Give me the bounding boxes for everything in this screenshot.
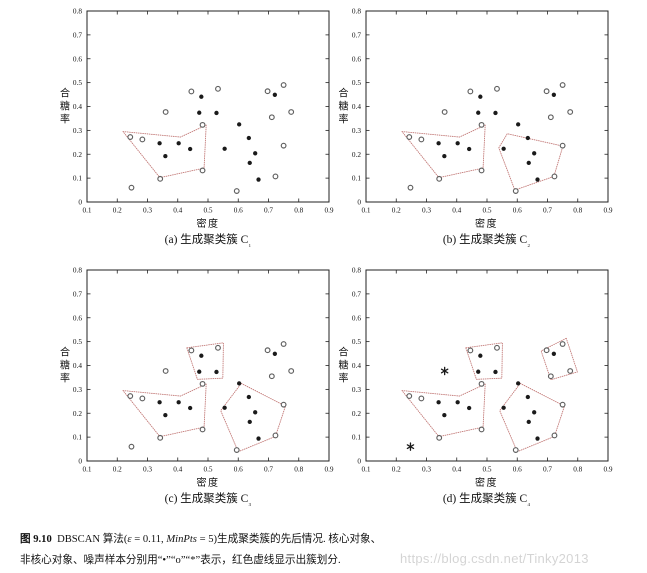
svg-text:0.5: 0.5 xyxy=(351,78,360,87)
svg-text:0.4: 0.4 xyxy=(452,465,461,474)
svg-text:0.1: 0.1 xyxy=(73,433,82,442)
svg-text:0.8: 0.8 xyxy=(73,7,82,16)
svg-text:0.5: 0.5 xyxy=(203,206,212,215)
svg-text:0.7: 0.7 xyxy=(351,30,360,39)
svg-text:0.1: 0.1 xyxy=(361,206,370,215)
svg-text:0.7: 0.7 xyxy=(542,465,551,474)
svg-text:0.2: 0.2 xyxy=(391,206,400,215)
svg-text:0.2: 0.2 xyxy=(73,150,82,159)
svg-text:0.3: 0.3 xyxy=(143,206,152,215)
svg-text:0.3: 0.3 xyxy=(351,385,360,394)
svg-text:0: 0 xyxy=(78,457,82,466)
svg-text:0: 0 xyxy=(357,198,361,207)
svg-text:0.7: 0.7 xyxy=(542,206,551,215)
svg-text:0: 0 xyxy=(357,457,361,466)
svg-text:0.4: 0.4 xyxy=(351,361,360,370)
svg-text:0.4: 0.4 xyxy=(173,206,182,215)
svg-text:0.6: 0.6 xyxy=(234,206,243,215)
svg-text:0.2: 0.2 xyxy=(113,206,122,215)
svg-text:0.2: 0.2 xyxy=(351,409,360,418)
svg-text:0.8: 0.8 xyxy=(351,266,360,275)
svg-text:0.7: 0.7 xyxy=(264,206,273,215)
svg-text:0.3: 0.3 xyxy=(73,126,82,135)
svg-text:0.8: 0.8 xyxy=(294,465,303,474)
svg-text:0.6: 0.6 xyxy=(512,465,521,474)
svg-text:0: 0 xyxy=(78,198,82,207)
svg-text:0.1: 0.1 xyxy=(73,174,82,183)
svg-text:0.6: 0.6 xyxy=(73,54,82,63)
svg-text:0.1: 0.1 xyxy=(351,433,360,442)
svg-text:0.6: 0.6 xyxy=(234,465,243,474)
svg-text:0.6: 0.6 xyxy=(351,54,360,63)
svg-text:0.7: 0.7 xyxy=(73,30,82,39)
svg-text:0.3: 0.3 xyxy=(351,126,360,135)
svg-text:0.9: 0.9 xyxy=(603,206,612,215)
svg-text:0.5: 0.5 xyxy=(203,465,212,474)
svg-text:0.3: 0.3 xyxy=(421,465,430,474)
svg-text:0.5: 0.5 xyxy=(482,206,491,215)
svg-text:0.4: 0.4 xyxy=(452,206,461,215)
svg-text:0.7: 0.7 xyxy=(73,289,82,298)
svg-text:0.5: 0.5 xyxy=(73,78,82,87)
svg-text:0.8: 0.8 xyxy=(573,206,582,215)
svg-text:0.4: 0.4 xyxy=(351,102,360,111)
svg-text:0.5: 0.5 xyxy=(73,337,82,346)
svg-text:0.1: 0.1 xyxy=(82,206,91,215)
svg-text:0.6: 0.6 xyxy=(73,313,82,322)
svg-text:0.7: 0.7 xyxy=(264,465,273,474)
svg-text:0.1: 0.1 xyxy=(82,465,91,474)
svg-text:0.3: 0.3 xyxy=(421,206,430,215)
svg-text:0.6: 0.6 xyxy=(351,313,360,322)
svg-text:0.2: 0.2 xyxy=(113,465,122,474)
svg-text:0.1: 0.1 xyxy=(361,465,370,474)
svg-text:0.8: 0.8 xyxy=(73,266,82,275)
svg-text:0.4: 0.4 xyxy=(73,102,82,111)
svg-text:0.2: 0.2 xyxy=(351,150,360,159)
svg-text:0.8: 0.8 xyxy=(573,465,582,474)
svg-text:0.1: 0.1 xyxy=(351,174,360,183)
svg-text:0.8: 0.8 xyxy=(351,7,360,16)
svg-text:0.3: 0.3 xyxy=(143,465,152,474)
svg-text:0.3: 0.3 xyxy=(73,385,82,394)
svg-text:0.5: 0.5 xyxy=(351,337,360,346)
svg-text:0.5: 0.5 xyxy=(482,465,491,474)
svg-text:0.2: 0.2 xyxy=(391,465,400,474)
svg-text:0.2: 0.2 xyxy=(73,409,82,418)
svg-text:0.6: 0.6 xyxy=(512,206,521,215)
svg-text:0.4: 0.4 xyxy=(73,361,82,370)
svg-text:0.9: 0.9 xyxy=(324,465,333,474)
svg-text:0.9: 0.9 xyxy=(324,206,333,215)
svg-text:0.7: 0.7 xyxy=(351,289,360,298)
svg-text:0.9: 0.9 xyxy=(603,465,612,474)
svg-text:0.4: 0.4 xyxy=(173,465,182,474)
svg-text:0.8: 0.8 xyxy=(294,206,303,215)
